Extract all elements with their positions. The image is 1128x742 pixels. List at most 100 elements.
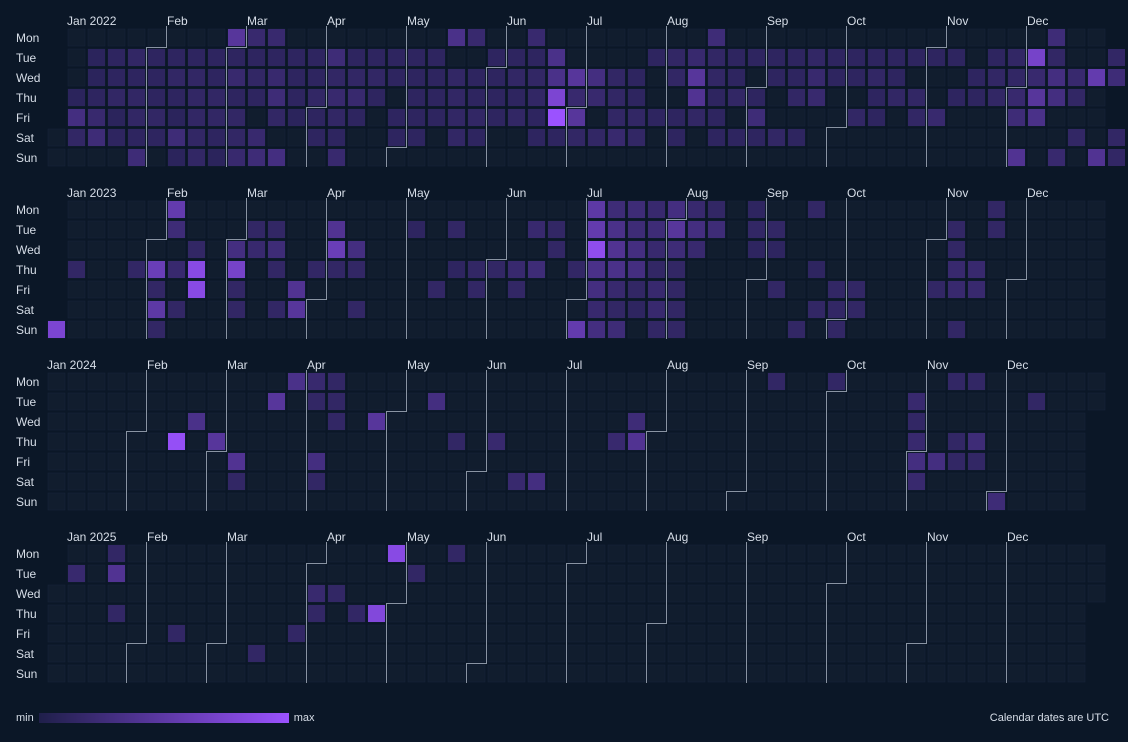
heatmap-empty-cell xyxy=(427,220,446,239)
heatmap-empty-cell xyxy=(207,260,226,279)
heatmap-empty-cell xyxy=(767,148,786,167)
heatmap-empty-cell xyxy=(947,644,966,663)
heatmap-empty-cell xyxy=(527,664,546,683)
heatmap-empty-cell xyxy=(567,584,586,603)
month-divider xyxy=(466,542,487,683)
heatmap-empty-cell xyxy=(127,664,146,683)
heatmap-empty-cell xyxy=(847,392,866,411)
heatmap-cell xyxy=(588,129,605,146)
heatmap-cell xyxy=(428,69,445,86)
heatmap-empty-cell xyxy=(687,372,706,391)
heatmap-empty-cell xyxy=(207,412,226,431)
heatmap-empty-cell xyxy=(887,372,906,391)
heatmap-cell xyxy=(508,49,525,66)
heatmap-empty-cell xyxy=(107,300,126,319)
heatmap-empty-cell xyxy=(647,564,666,583)
heatmap-empty-cell xyxy=(727,584,746,603)
heatmap-empty-cell xyxy=(787,200,806,219)
day-label: Tue xyxy=(16,223,37,237)
heatmap-empty-cell xyxy=(307,664,326,683)
heatmap-empty-cell xyxy=(707,452,726,471)
heatmap-cell xyxy=(648,321,665,338)
heatmap-cell xyxy=(448,221,465,238)
heatmap-empty-cell xyxy=(827,220,846,239)
heatmap-empty-cell xyxy=(387,200,406,219)
heatmap-empty-cell xyxy=(907,320,926,339)
heatmap-cell xyxy=(428,281,445,298)
heatmap-cell xyxy=(408,89,425,106)
heatmap-cell xyxy=(668,281,685,298)
color-legend: min max xyxy=(16,712,315,724)
heatmap-empty-cell xyxy=(887,280,906,299)
heatmap-empty-cell xyxy=(927,644,946,663)
heatmap-empty-cell xyxy=(467,544,486,563)
heatmap-empty-cell xyxy=(407,148,426,167)
heatmap-empty-cell xyxy=(707,644,726,663)
heatmap-empty-cell xyxy=(347,412,366,431)
month-divider xyxy=(646,542,667,683)
heatmap-cell xyxy=(468,129,485,146)
heatmap-cell xyxy=(108,69,125,86)
heatmap-empty-cell xyxy=(607,492,626,511)
heatmap-cell xyxy=(128,49,145,66)
heatmap-empty-cell xyxy=(747,148,766,167)
heatmap-empty-cell xyxy=(267,280,286,299)
heatmap-empty-cell xyxy=(747,412,766,431)
heatmap-empty-cell xyxy=(727,28,746,47)
heatmap-cell xyxy=(1048,69,1065,86)
heatmap-empty-cell xyxy=(387,432,406,451)
heatmap-empty-cell xyxy=(487,128,506,147)
heatmap-cell xyxy=(448,109,465,126)
heatmap-empty-cell xyxy=(827,432,846,451)
heatmap-empty-cell xyxy=(707,624,726,643)
heatmap-cell xyxy=(348,605,365,622)
heatmap-empty-cell xyxy=(667,472,686,491)
heatmap-empty-cell xyxy=(1047,240,1066,259)
heatmap-empty-cell xyxy=(1047,260,1066,279)
heatmap-cell xyxy=(988,49,1005,66)
heatmap-empty-cell xyxy=(387,392,406,411)
heatmap-empty-cell xyxy=(807,412,826,431)
heatmap-empty-cell xyxy=(1027,492,1046,511)
heatmap-empty-cell xyxy=(207,200,226,219)
heatmap-cell xyxy=(868,89,885,106)
heatmap-cell xyxy=(488,89,505,106)
heatmap-empty-cell xyxy=(587,432,606,451)
heatmap-cell xyxy=(648,281,665,298)
month-divider xyxy=(306,198,327,339)
heatmap-empty-cell xyxy=(527,564,546,583)
heatmap-cell xyxy=(608,201,625,218)
heatmap-empty-cell xyxy=(487,148,506,167)
heatmap-empty-cell xyxy=(427,544,446,563)
heatmap-empty-cell xyxy=(687,128,706,147)
heatmap-empty-cell xyxy=(627,392,646,411)
month-label: Jul xyxy=(567,358,582,372)
heatmap-empty-cell xyxy=(1067,472,1086,491)
month-divider xyxy=(746,198,767,339)
heatmap-empty-cell xyxy=(987,644,1006,663)
heatmap-empty-cell xyxy=(407,260,426,279)
heatmap-empty-cell xyxy=(587,604,606,623)
heatmap-empty-cell xyxy=(847,604,866,623)
heatmap-empty-cell xyxy=(767,260,786,279)
heatmap-empty-cell xyxy=(627,584,646,603)
heatmap-empty-cell xyxy=(507,300,526,319)
heatmap-empty-cell xyxy=(867,544,886,563)
heatmap-cell xyxy=(208,433,225,450)
heatmap-empty-cell xyxy=(887,200,906,219)
heatmap-empty-cell xyxy=(647,452,666,471)
heatmap-empty-cell xyxy=(947,148,966,167)
heatmap-cell xyxy=(948,321,965,338)
heatmap-cell xyxy=(368,89,385,106)
heatmap-empty-cell xyxy=(307,644,326,663)
heatmap-empty-cell xyxy=(527,240,546,259)
heatmap-empty-cell xyxy=(1087,48,1106,67)
heatmap-empty-cell xyxy=(847,564,866,583)
heatmap-empty-cell xyxy=(107,148,126,167)
heatmap-empty-cell xyxy=(327,664,346,683)
heatmap-empty-cell xyxy=(1067,564,1086,583)
heatmap-empty-cell xyxy=(67,584,86,603)
month-divider xyxy=(386,542,407,683)
heatmap-empty-cell xyxy=(227,584,246,603)
